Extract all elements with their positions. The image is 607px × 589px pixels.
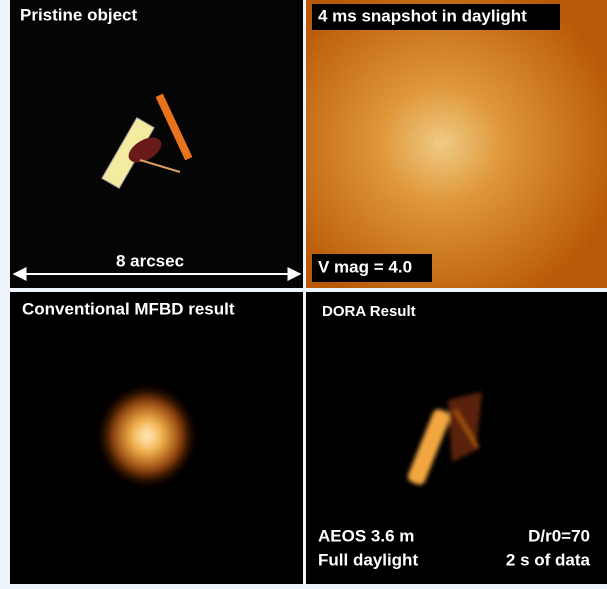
note: 2 s of data [506,550,591,569]
figure: Pristine object 8 arcsec 4 ms snapshot i… [0,0,607,584]
panel-title: 4 ms snapshot in daylight [318,6,527,25]
panel-title: Conventional MFBD result [22,299,235,318]
panel-title: DORA Result [322,303,416,320]
note: D/r0=70 [528,526,590,545]
blurred-object [97,384,197,488]
panel-title: Pristine object [20,5,137,24]
note: AEOS 3.6 m [318,526,414,545]
magnitude-label: V mag = 4.0 [318,257,412,276]
note: Full daylight [318,550,418,569]
scale-label: 8 arcsec [116,251,184,270]
noise [306,0,607,288]
